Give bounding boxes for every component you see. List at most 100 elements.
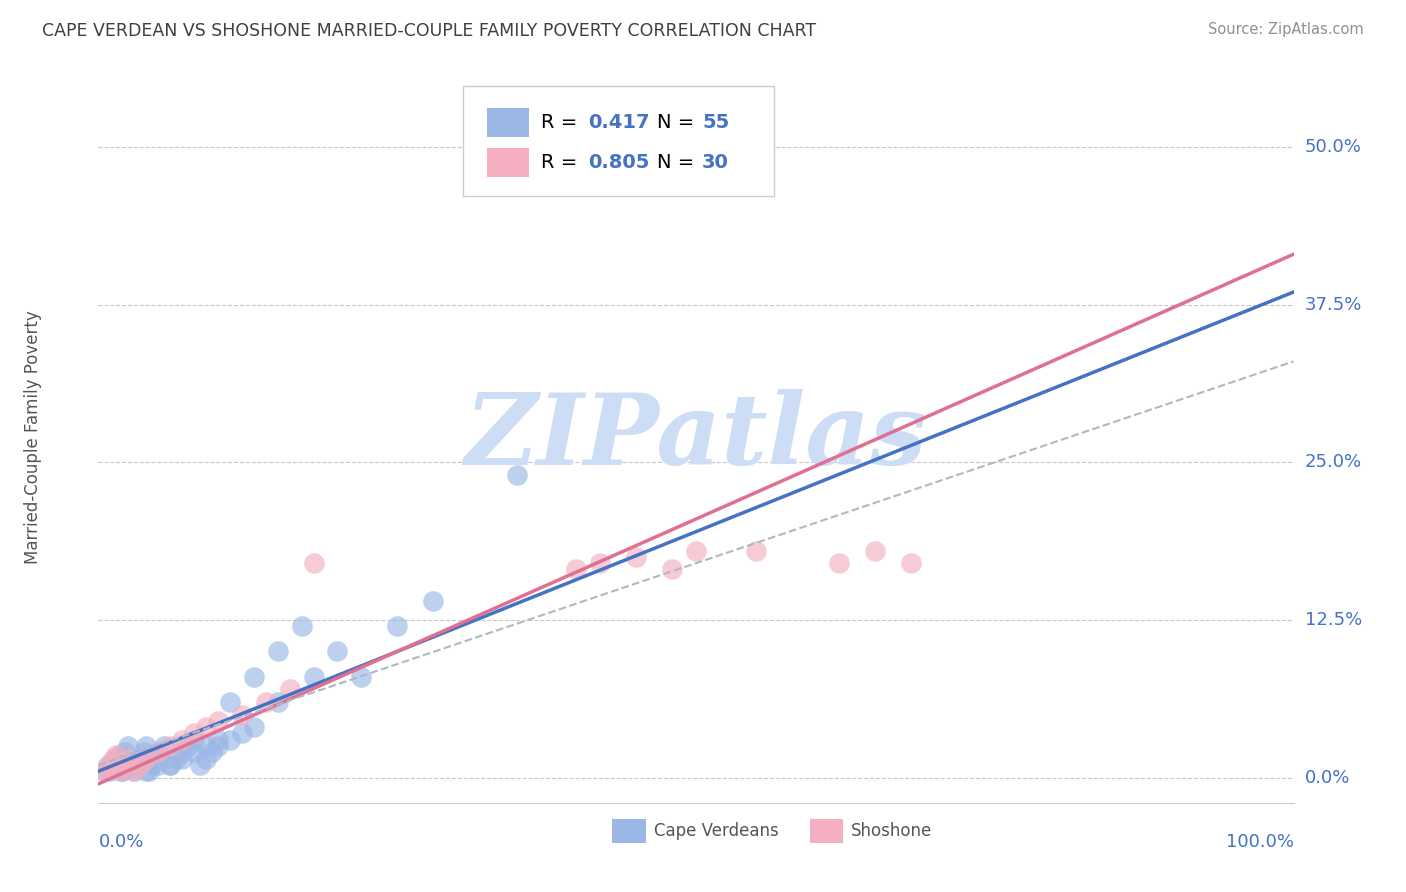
Point bbox=[105, 752, 128, 766]
FancyBboxPatch shape bbox=[463, 86, 773, 195]
Point bbox=[745, 543, 768, 558]
Point bbox=[278, 682, 301, 697]
Point bbox=[148, 745, 170, 759]
Point bbox=[129, 758, 152, 772]
Point bbox=[219, 732, 242, 747]
Point bbox=[207, 732, 229, 747]
Text: N =: N = bbox=[657, 153, 700, 172]
Point bbox=[111, 764, 134, 779]
Text: 25.0%: 25.0% bbox=[1305, 453, 1362, 471]
Point bbox=[98, 758, 122, 772]
Point bbox=[661, 562, 683, 576]
Point bbox=[195, 739, 218, 753]
Point bbox=[117, 758, 139, 772]
Text: 50.0%: 50.0% bbox=[1305, 138, 1361, 156]
FancyBboxPatch shape bbox=[613, 819, 645, 843]
Text: Source: ZipAtlas.com: Source: ZipAtlas.com bbox=[1208, 22, 1364, 37]
Point bbox=[172, 732, 194, 747]
Text: R =: R = bbox=[541, 113, 583, 132]
Text: Married-Couple Family Poverty: Married-Couple Family Poverty bbox=[24, 310, 42, 564]
Point bbox=[135, 752, 157, 766]
Point bbox=[195, 720, 218, 734]
Point bbox=[124, 764, 146, 779]
Point bbox=[172, 745, 194, 759]
Text: R =: R = bbox=[541, 153, 583, 172]
Point bbox=[132, 745, 155, 759]
Point bbox=[231, 707, 253, 722]
Text: ZIPatlas: ZIPatlas bbox=[465, 389, 927, 485]
Point bbox=[183, 745, 205, 759]
Text: 55: 55 bbox=[702, 113, 730, 132]
Point bbox=[101, 756, 124, 770]
Point bbox=[108, 747, 131, 762]
Point bbox=[207, 739, 229, 753]
Point bbox=[124, 760, 146, 774]
Point bbox=[195, 752, 218, 766]
Text: 0.0%: 0.0% bbox=[98, 833, 143, 851]
Point bbox=[302, 556, 325, 570]
Text: 100.0%: 100.0% bbox=[1226, 833, 1294, 851]
Text: Shoshone: Shoshone bbox=[852, 822, 932, 840]
Point bbox=[243, 720, 266, 734]
Text: 37.5%: 37.5% bbox=[1305, 295, 1362, 314]
Point bbox=[153, 739, 176, 753]
FancyBboxPatch shape bbox=[486, 108, 529, 137]
Point bbox=[125, 758, 148, 772]
Point bbox=[111, 764, 134, 779]
Point bbox=[111, 758, 134, 772]
Point bbox=[506, 467, 529, 482]
Point bbox=[129, 758, 152, 772]
Point bbox=[135, 739, 157, 753]
Point bbox=[98, 760, 122, 774]
Point bbox=[172, 752, 194, 766]
Point bbox=[97, 760, 120, 774]
Text: 0.805: 0.805 bbox=[589, 153, 650, 172]
Point bbox=[135, 764, 157, 779]
Point bbox=[188, 758, 211, 772]
Point bbox=[201, 745, 224, 759]
Point bbox=[685, 543, 707, 558]
Point bbox=[108, 764, 131, 779]
Point bbox=[302, 670, 325, 684]
Text: CAPE VERDEAN VS SHOSHONE MARRIED-COUPLE FAMILY POVERTY CORRELATION CHART: CAPE VERDEAN VS SHOSHONE MARRIED-COUPLE … bbox=[42, 22, 817, 40]
Point bbox=[141, 758, 163, 772]
Point bbox=[177, 739, 200, 753]
Point bbox=[159, 739, 181, 753]
Text: N =: N = bbox=[657, 113, 700, 132]
Point bbox=[159, 758, 181, 772]
Text: 30: 30 bbox=[702, 153, 728, 172]
Point bbox=[148, 758, 170, 772]
Point bbox=[165, 752, 187, 766]
Point bbox=[93, 764, 115, 779]
Point bbox=[105, 747, 128, 762]
Point bbox=[138, 764, 160, 779]
Point bbox=[865, 543, 887, 558]
Text: 0.0%: 0.0% bbox=[1305, 769, 1350, 787]
Point bbox=[267, 695, 290, 709]
Point bbox=[101, 752, 124, 766]
Point bbox=[129, 752, 152, 766]
Point bbox=[124, 764, 146, 779]
Point bbox=[183, 732, 205, 747]
Point bbox=[219, 695, 242, 709]
Point bbox=[148, 745, 170, 759]
Point bbox=[828, 556, 851, 570]
Point bbox=[159, 758, 181, 772]
Point bbox=[114, 745, 136, 759]
Point bbox=[626, 549, 648, 564]
Point bbox=[589, 556, 612, 570]
Point bbox=[900, 556, 922, 570]
Point bbox=[105, 758, 128, 772]
FancyBboxPatch shape bbox=[810, 819, 844, 843]
Point bbox=[254, 695, 277, 709]
Point bbox=[145, 752, 167, 766]
Point bbox=[565, 562, 588, 576]
Point bbox=[93, 764, 115, 779]
Point bbox=[243, 670, 266, 684]
FancyBboxPatch shape bbox=[486, 148, 529, 178]
Point bbox=[422, 594, 444, 608]
Point bbox=[385, 619, 409, 633]
Point bbox=[291, 619, 314, 633]
Point bbox=[326, 644, 349, 658]
Point bbox=[350, 670, 373, 684]
